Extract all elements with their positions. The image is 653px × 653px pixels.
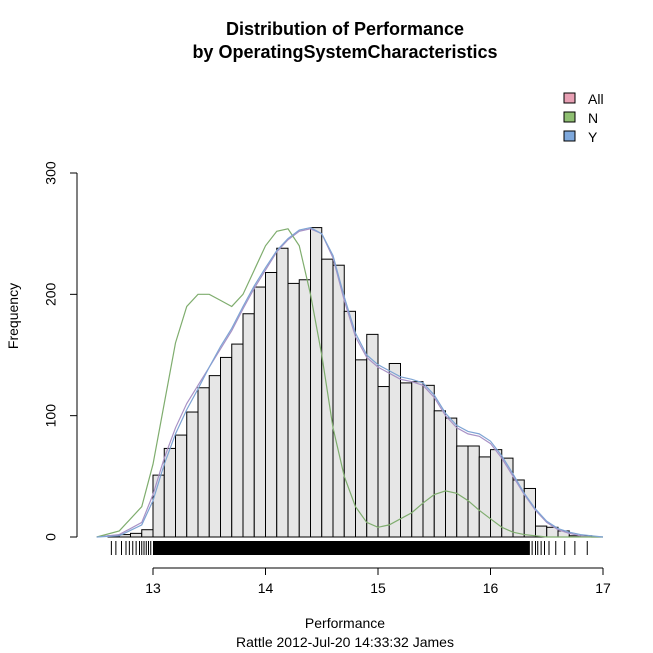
- density-line-y: [96, 226, 604, 538]
- legend-swatch-all: [563, 92, 576, 104]
- bar: [478, 456, 491, 538]
- x-tick-label: 15: [370, 580, 386, 596]
- bar: [130, 532, 143, 538]
- legend-label-all: All: [588, 91, 604, 107]
- bar: [467, 445, 480, 538]
- y-tick-label: 200: [43, 282, 59, 306]
- bar: [175, 434, 188, 538]
- bar: [321, 258, 334, 538]
- x-tick-label: 16: [483, 580, 499, 596]
- legend-label-y: Y: [588, 129, 598, 145]
- y-tick-label: 100: [43, 404, 59, 428]
- x-axis-label: Performance: [305, 615, 385, 631]
- bar: [141, 529, 154, 538]
- chart-subtitle: by OperatingSystemCharacteristics: [192, 42, 497, 62]
- bar: [197, 387, 210, 538]
- bar: [411, 381, 424, 538]
- bar: [535, 525, 548, 538]
- bar: [310, 227, 323, 538]
- bar: [231, 343, 244, 538]
- bar: [523, 487, 536, 538]
- x-tick-label: 14: [258, 580, 274, 596]
- bar: [501, 457, 514, 538]
- y-ticks: 0 100 200 300: [43, 161, 77, 541]
- legend-swatch-y: [563, 130, 576, 142]
- bar: [456, 445, 469, 538]
- bar: [433, 410, 446, 538]
- density-line-n: [96, 228, 603, 538]
- density-curves: [96, 226, 604, 538]
- bar: [445, 417, 458, 538]
- y-tick-label: 300: [43, 161, 59, 185]
- y-tick-label: 0: [43, 533, 59, 541]
- bar: [208, 375, 221, 538]
- bar: [377, 386, 390, 538]
- bar: [265, 271, 278, 538]
- chart-title: Distribution of Performance: [226, 19, 464, 39]
- bar: [512, 479, 525, 538]
- bar: [220, 356, 233, 538]
- bar: [388, 362, 401, 538]
- rug-dense-block: [153, 541, 530, 555]
- bar: [490, 449, 503, 538]
- x-tick-label: 17: [595, 580, 611, 596]
- bar: [253, 286, 266, 538]
- bar: [366, 333, 379, 538]
- y-axis-label: Frequency: [5, 283, 21, 349]
- bar: [287, 282, 300, 538]
- bar: [242, 313, 255, 538]
- bar: [355, 359, 368, 538]
- legend-label-n: N: [588, 110, 598, 126]
- bar: [163, 447, 176, 538]
- chart-footer: Rattle 2012-Jul-20 14:33:32 James: [236, 634, 454, 650]
- x-ticks: 13 14 15 16 17: [145, 568, 611, 596]
- bar: [422, 384, 435, 538]
- rug-plot: [110, 541, 588, 555]
- legend: All N Y: [563, 91, 604, 145]
- bar: [186, 411, 199, 538]
- bar: [276, 247, 289, 538]
- x-tick-label: 13: [145, 580, 161, 596]
- density-line-all: [96, 228, 603, 538]
- bar: [332, 264, 345, 538]
- bar: [298, 279, 311, 538]
- legend-swatch-n: [563, 111, 576, 123]
- histogram-bars: [107, 227, 593, 538]
